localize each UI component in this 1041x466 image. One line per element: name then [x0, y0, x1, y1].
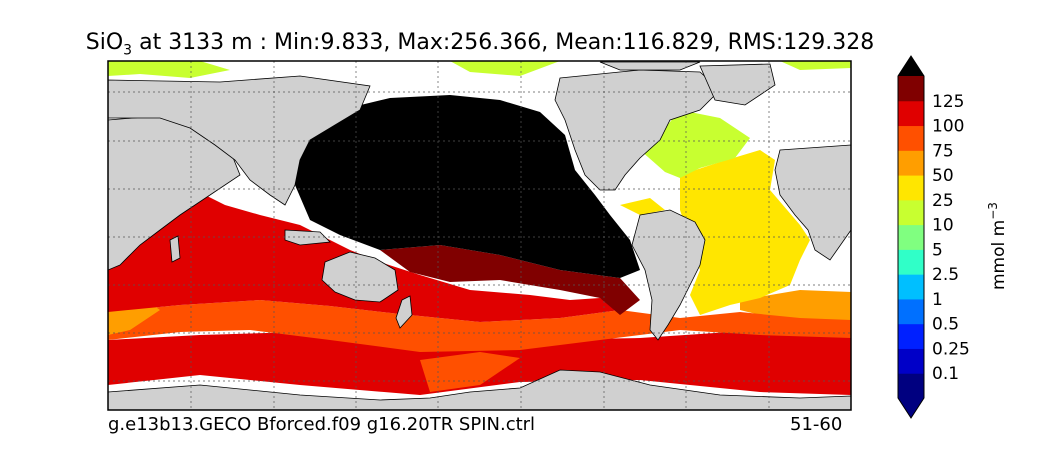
- chart-title: SiO3 at 3133 m : Min:9.833, Max:256.366,…: [0, 30, 960, 58]
- colorbar-tick-label: 1: [932, 290, 943, 310]
- colorbar-bin: [898, 348, 924, 374]
- land-africa-east: [774, 144, 851, 261]
- colorbar-unit-label: mmol m−3: [986, 202, 1009, 290]
- colorbar-under-arrow: [898, 398, 924, 418]
- colorbar-bin: [898, 274, 924, 300]
- colorbar-bin: [898, 298, 924, 325]
- colorbar-tick-label: 25: [932, 191, 954, 211]
- colorbar-tick-label: 100: [932, 117, 964, 137]
- land-indonesia: [284, 229, 331, 246]
- land-antarctica: [108, 369, 851, 410]
- region-arctic-green: [108, 61, 230, 78]
- region-north-atlantic-green: [640, 110, 750, 178]
- land-arctic-islands: [599, 61, 701, 71]
- colorbar-bin: [898, 323, 924, 349]
- region-atlantic-yellow: [680, 150, 810, 315]
- colorbar-tick-label: 75: [932, 141, 954, 161]
- region-southern-orange-band: [108, 300, 851, 352]
- title-variable: SiO: [85, 30, 124, 55]
- case-name: g.e13b13.GECO Bforced.f09 g16.20TR SPIN.…: [108, 414, 536, 435]
- land-south-america: [631, 209, 706, 341]
- colorbar-bin: [898, 373, 924, 399]
- colorbar-tick-label: 0.1: [932, 364, 959, 384]
- colorbar-over-arrow: [898, 56, 924, 76]
- colorbar-bin: [898, 125, 924, 151]
- colorbar-bin: [898, 76, 924, 102]
- region-south-atlantic-orange2: [680, 312, 851, 332]
- colorbar-tick-label: 125: [932, 92, 964, 112]
- year-range: 51-60: [790, 414, 843, 435]
- colorbar-tick-label: 0.25: [932, 339, 970, 359]
- colorbar-bin: [898, 100, 924, 127]
- region-arctic-green2: [450, 61, 560, 76]
- colorbar-bin: [898, 224, 924, 250]
- region-arctic-green3: [780, 61, 851, 70]
- land-eurasia: [108, 75, 371, 206]
- land-madagascar: [169, 235, 181, 263]
- colorbar-tick-label: 50: [932, 166, 954, 186]
- colorbar-unit-exponent: −3: [986, 202, 1000, 220]
- colorbar-tick-label: 5: [932, 240, 943, 260]
- title-subscript: 3: [123, 42, 133, 59]
- colorbar-bin: [898, 150, 924, 176]
- colorbar-bin: [898, 175, 924, 201]
- region-caribbean-yellow: [620, 198, 665, 215]
- region-tropical-south-pacific: [380, 245, 640, 315]
- map-frame: [107, 60, 852, 411]
- region-antarctic-orange: [420, 352, 520, 392]
- colorbar-frame: [897, 55, 925, 419]
- colorbar-tick-label: 0.5: [932, 315, 959, 335]
- colorbar-unit: mmol m−3: [980, 175, 1020, 305]
- region-south-atlantic-orange: [740, 290, 851, 322]
- colorbar-bin: [898, 249, 924, 275]
- colorbar-tick-label: 2.5: [932, 265, 959, 285]
- colorbar-tick-label: 10: [932, 216, 954, 236]
- land-greenland: [699, 63, 776, 106]
- land-australia: [321, 251, 399, 303]
- title-rest: at 3133 m : Min:9.833, Max:256.366, Mean…: [132, 30, 875, 55]
- land-new-zealand: [395, 295, 413, 329]
- colorbar-bin: [898, 199, 924, 226]
